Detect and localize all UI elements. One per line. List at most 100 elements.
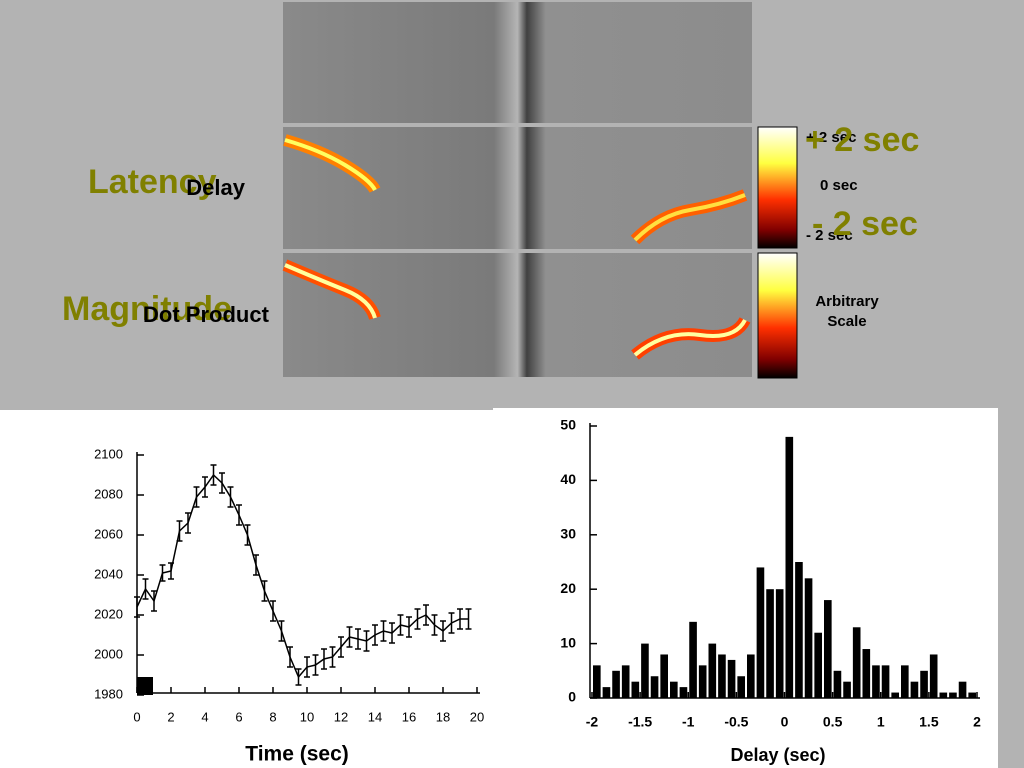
- bar: [872, 665, 880, 698]
- bar: [852, 627, 861, 698]
- y-tick-label: 2100: [94, 446, 123, 461]
- error-bar: [448, 612, 455, 634]
- bar: [968, 692, 976, 698]
- error-bar: [338, 636, 344, 658]
- bar: [920, 670, 928, 698]
- error-bar: [219, 472, 225, 494]
- error-bar: [278, 620, 285, 642]
- colorbar: [757, 126, 798, 249]
- error-bar: [372, 624, 378, 646]
- error-bar: [312, 654, 319, 676]
- image: [283, 127, 752, 249]
- bar: [881, 665, 890, 698]
- x-tick-label: 4: [201, 709, 208, 724]
- bar: [679, 687, 688, 698]
- x-tick-label: -2: [586, 714, 599, 730]
- bar: [670, 681, 678, 698]
- error-bar: [185, 512, 191, 534]
- bar: [737, 676, 745, 698]
- x-tick-label: -1: [682, 714, 695, 730]
- error-bar: [406, 616, 412, 638]
- error-bar: [227, 486, 234, 508]
- bar: [804, 578, 813, 698]
- error-bar: [176, 520, 183, 542]
- y-tick-label: 50: [560, 417, 576, 433]
- bar: [689, 621, 697, 698]
- bar: [843, 681, 851, 698]
- colorbar-label: 0 sec: [820, 177, 858, 194]
- brain-images: [282, 2, 752, 377]
- bar: [775, 589, 784, 698]
- x-tick-label: 1.5: [919, 714, 939, 730]
- error-bar: [210, 464, 217, 486]
- bar: [814, 632, 822, 698]
- error-bar: [355, 628, 361, 650]
- error-bar: [168, 562, 174, 580]
- error-bar: [244, 524, 251, 546]
- bar: [939, 692, 948, 698]
- error-bar: [321, 648, 327, 670]
- colorbar-label: + 2 sec: [806, 129, 856, 146]
- colorbar-label: - 2 sec: [806, 227, 853, 244]
- line: [136, 473, 469, 679]
- bar: [929, 654, 938, 698]
- error-bar: [465, 608, 472, 630]
- error-bar: [397, 614, 404, 636]
- error-bar: [440, 620, 446, 642]
- activation: [284, 263, 377, 319]
- x-tick-label: 0: [133, 709, 140, 724]
- label: - 2 sec: [812, 205, 918, 243]
- image: [283, 2, 752, 123]
- bar: [641, 643, 649, 698]
- bar: [795, 562, 803, 698]
- error-bar: [202, 476, 208, 498]
- bar: [949, 692, 957, 698]
- activation: [284, 138, 377, 192]
- colorbar-label: Arbitrary: [815, 293, 879, 310]
- x-tick-label: 20: [470, 709, 484, 724]
- colorbar: [757, 252, 798, 379]
- error-bar: [236, 504, 242, 526]
- label: + 2 sec: [805, 121, 919, 159]
- y-tick-label: 0: [568, 689, 576, 705]
- activation: [633, 318, 747, 357]
- panel: [0, 410, 493, 768]
- image: [283, 253, 752, 377]
- label: Dot Product: [143, 302, 270, 327]
- bar: [833, 670, 842, 698]
- bar: [631, 681, 640, 698]
- x-tick-label: 12: [334, 709, 348, 724]
- x-tick-label: 6: [235, 709, 242, 724]
- error-bar: [142, 578, 149, 600]
- y-tick-label: 2060: [94, 526, 123, 541]
- colorbar-label: Scale: [827, 313, 866, 330]
- error-bar: [295, 668, 302, 686]
- y-tick-label: 30: [560, 526, 576, 542]
- error-bar: [389, 622, 395, 644]
- error-bar: [261, 580, 268, 602]
- bar: [602, 687, 611, 698]
- y-tick-label: 2000: [94, 646, 123, 661]
- x-axis-label: Time (sec): [245, 743, 349, 766]
- x-tick-label: 2: [973, 714, 981, 730]
- bar: [756, 567, 765, 698]
- bar: [621, 665, 630, 698]
- x-tick-label: 18: [436, 709, 450, 724]
- x-tick-label: 0.5: [823, 714, 843, 730]
- x-tick-label: 8: [269, 709, 276, 724]
- error-bar: [329, 646, 336, 668]
- error-bar: [253, 554, 259, 576]
- x-tick-label: 10: [300, 709, 314, 724]
- x-tick-label: 14: [368, 709, 382, 724]
- error-bar: [304, 656, 310, 678]
- bar: [785, 436, 794, 698]
- bar: [862, 649, 871, 698]
- error-bar: [363, 630, 370, 652]
- error-bar: [457, 608, 463, 630]
- bar: [766, 589, 774, 698]
- bar: [593, 665, 601, 698]
- stimulus-marker: [137, 677, 153, 695]
- bar: [698, 665, 707, 698]
- label: Latency: [88, 163, 217, 201]
- bar: [708, 643, 717, 698]
